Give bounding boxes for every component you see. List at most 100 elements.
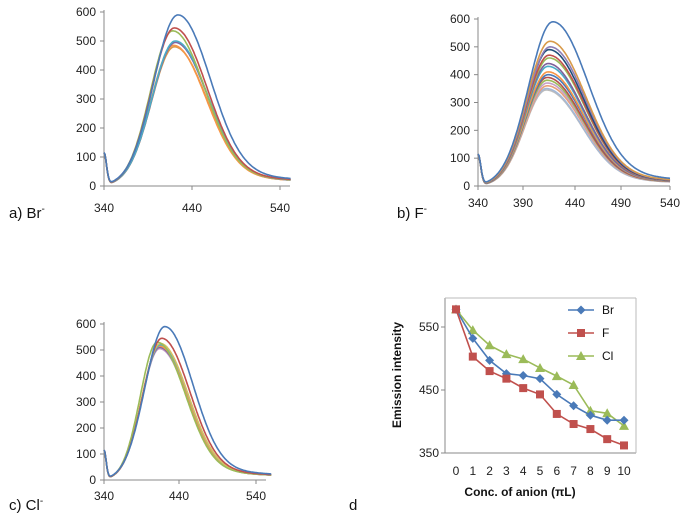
data-point-f [552,409,561,418]
chart-panel-a: 0 100 200 300 400 500 600 340 440 540 a) Br- [9,5,291,222]
y-tick-label: 550 [419,320,439,334]
series-line-2 [103,337,272,478]
data-point-f [452,305,460,314]
chart-panel-d: 350 450 550 0 1 2 3 4 5 6 7 8 9 10 Conc. of anion (πL)… [349,297,637,514]
chart-panel-c: 0 100 200 300 400 500 600 340 440 540 c) Cl- [9,317,272,514]
x-tick-label: 440 [565,196,585,210]
data-point-f [569,420,578,429]
data-point-br [518,371,528,381]
x-tick-label: 9 [604,464,611,478]
y-tick-label: 300 [450,96,470,110]
data-point-f [485,367,494,376]
data-point-br [535,374,545,384]
data-point-cl [551,371,562,381]
legend-label-cl: Cl [602,349,613,363]
y-axis-title: Emission intensity [390,322,404,428]
y-tick-label: 600 [450,12,470,26]
data-point-f [603,435,612,444]
data-point-br [602,415,612,425]
x-axis-title: Conc. of anion (πL) [464,485,575,499]
x-tick-label: 340 [94,201,114,215]
x-tick-label: 10 [617,464,631,478]
y-tick-label: 0 [89,473,96,487]
data-point-br [552,389,562,399]
y-tick-label: 400 [450,68,470,82]
data-point-br [585,410,595,420]
y-tick-label: 600 [76,5,96,19]
y-tick-label: 0 [463,179,470,193]
series-line-4 [103,342,272,478]
data-point-cl [585,405,596,415]
panel-label: d [349,497,357,514]
y-tick-label: 200 [450,123,470,137]
data-point-cl [467,325,478,335]
data-point-f [536,390,544,399]
data-point-f [468,352,477,361]
y-tick-label: 300 [76,92,96,106]
x-tick-label: 490 [611,196,631,210]
x-tick-label: 440 [182,201,202,215]
data-point-cl [568,379,579,389]
x-tick-label: 0 [453,464,460,478]
panel-label: b) F- [397,204,427,222]
x-tick-label: 540 [270,201,290,215]
data-point-cl [501,349,512,359]
data-point-br [569,401,579,411]
series-line-5 [103,344,272,478]
y-tick-label: 100 [450,151,470,165]
series-line-1 [103,325,272,477]
y-tick-label: 0 [89,179,96,193]
legend-marker-cl [576,351,586,360]
y-tick-label: 350 [419,446,439,460]
legend-marker-f [577,329,585,337]
x-tick-label: 5 [537,464,544,478]
y-tick-label: 100 [76,447,96,461]
x-tick-label: 7 [570,464,577,478]
legend-label-f: F [602,326,609,340]
data-point-f [586,425,595,434]
legend-marker-br [576,305,586,315]
legend-label-br: Br [602,303,614,317]
data-point-f [519,384,528,393]
x-tick-label: 540 [660,196,680,210]
x-tick-label: 2 [486,464,493,478]
x-tick-label: 440 [169,489,189,503]
x-tick-label: 340 [468,196,488,210]
x-tick-label: 1 [469,464,476,478]
data-point-cl [535,362,545,372]
x-tick-label: 8 [587,464,594,478]
series-line-1 [103,14,291,183]
data-point-cl [518,354,529,364]
y-tick-label: 400 [76,63,96,77]
x-tick-label: 6 [553,464,560,478]
data-point-cl [602,408,613,418]
x-tick-label: 540 [246,489,266,503]
y-tick-label: 500 [450,40,470,54]
y-tick-label: 500 [76,343,96,357]
y-tick-label: 200 [76,421,96,435]
x-tick-label: 3 [503,464,510,478]
data-point-br [468,333,478,343]
panel-label: c) Cl- [9,496,43,514]
chart-panel-b: 0 100 200 300 400 500 600 340 390 440 490 540 b) F- [397,12,680,222]
x-tick-label: 4 [520,464,527,478]
data-point-f [502,374,511,383]
y-tick-label: 500 [76,34,96,48]
data-point-f [620,441,628,450]
panel-label: a) Br- [9,204,45,222]
data-point-br [619,415,629,425]
x-tick-label: 340 [94,489,114,503]
y-tick-label: 450 [419,383,439,397]
y-tick-label: 100 [76,150,96,164]
y-tick-label: 200 [76,121,96,135]
series-line-3 [103,341,272,478]
x-tick-label: 390 [513,196,533,210]
data-point-br [485,355,495,365]
data-point-cl [484,340,495,350]
series-line-1 [477,21,671,183]
y-tick-label: 600 [76,317,96,331]
y-tick-label: 400 [76,369,96,383]
data-point-cl [619,420,629,430]
y-tick-label: 300 [76,395,96,409]
